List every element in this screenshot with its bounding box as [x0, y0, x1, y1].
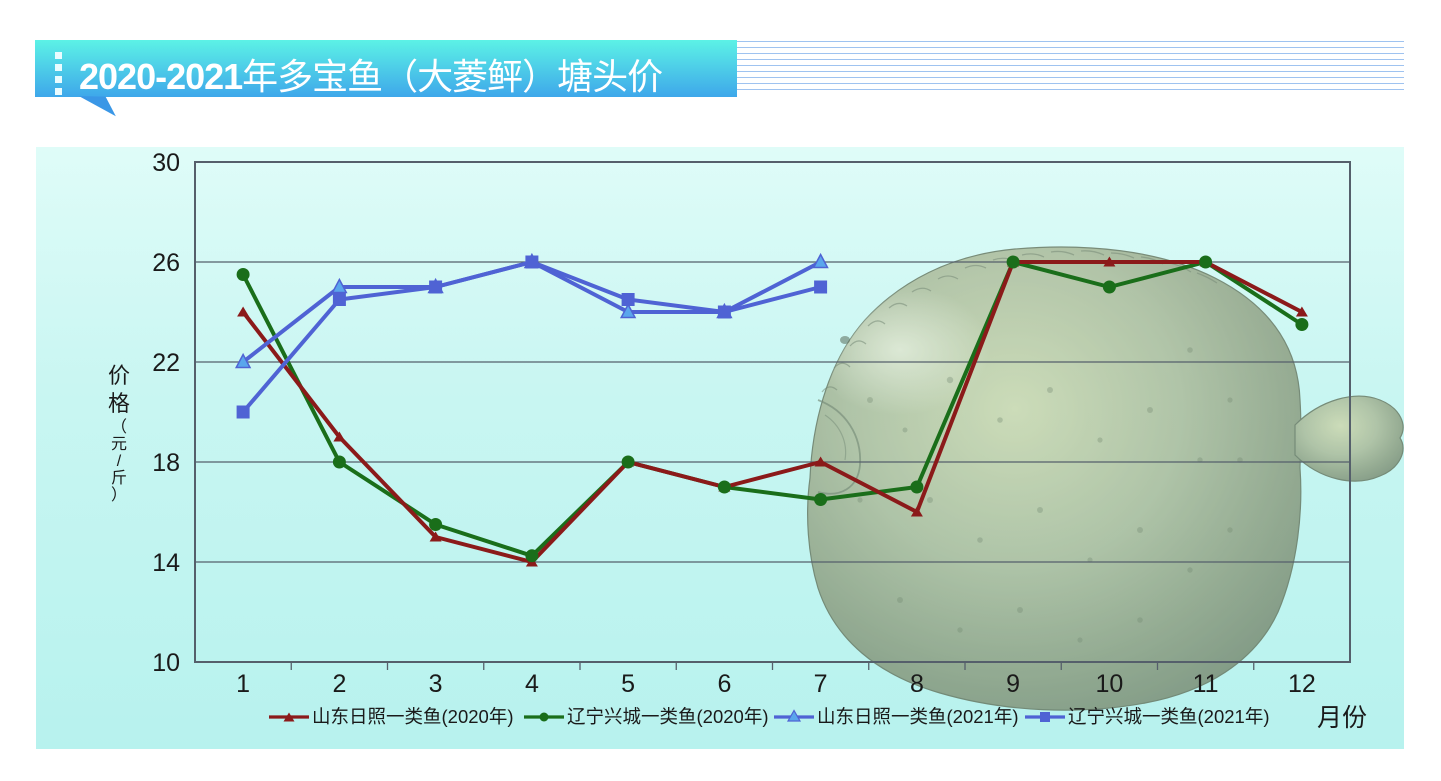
svg-text:月份: 月份 [1317, 704, 1367, 732]
svg-text:山东日照一类鱼(2020年): 山东日照一类鱼(2020年) [312, 706, 513, 727]
svg-text:辽宁兴城一类鱼(2020年): 辽宁兴城一类鱼(2020年) [567, 706, 768, 727]
svg-text:辽宁兴城一类鱼(2021年): 辽宁兴城一类鱼(2021年) [1068, 706, 1269, 727]
svg-text:山东日照一类鱼(2021年): 山东日照一类鱼(2021年) [817, 706, 1018, 727]
